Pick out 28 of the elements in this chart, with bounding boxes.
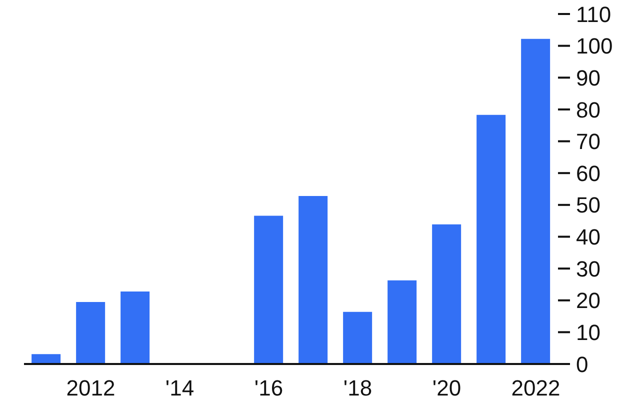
y-tick-label: 0 (576, 352, 588, 377)
y-tick-label: 40 (576, 224, 600, 250)
bar (388, 280, 417, 364)
y-tick-label: 30 (576, 256, 600, 282)
x-tick-label: '16 (254, 376, 284, 401)
x-tick-label: '18 (343, 376, 372, 401)
y-tick-label: 50 (576, 192, 600, 218)
bar (298, 196, 328, 364)
bar (343, 312, 372, 364)
bar (120, 291, 150, 364)
bar (32, 354, 61, 364)
y-tick-label: 90 (576, 65, 600, 90)
y-tick-label: 80 (576, 97, 600, 122)
bar (476, 114, 506, 364)
x-tick-label: 2012 (66, 376, 116, 401)
y-tick-label: 100 (576, 34, 613, 59)
y-tick-label: 110 (576, 2, 612, 27)
y-tick-label: 60 (576, 160, 600, 186)
bar (521, 38, 550, 364)
y-tick-label: 20 (576, 288, 600, 314)
x-tick-label: 2022 (511, 376, 560, 401)
y-tick-label: 10 (576, 320, 600, 345)
x-tick-label: '20 (432, 376, 462, 401)
bar (254, 216, 284, 364)
bar (76, 302, 106, 364)
bar (432, 224, 462, 364)
y-tick-label: 70 (576, 129, 600, 154)
x-tick-label: '14 (165, 376, 194, 401)
